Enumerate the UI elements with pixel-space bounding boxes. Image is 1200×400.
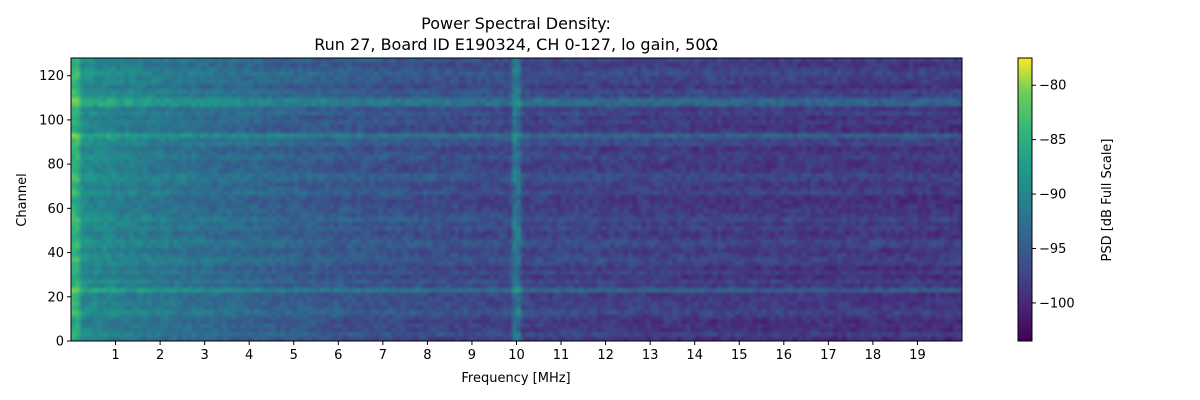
x-tick-label: 16 (776, 348, 793, 363)
x-tick-label: 3 (201, 348, 209, 363)
colorbar (1017, 57, 1033, 342)
y-tick-label: 40 (47, 246, 64, 261)
x-tick-label: 4 (245, 348, 253, 363)
x-tick-label: 6 (334, 348, 342, 363)
y-tick-label: 0 (56, 335, 64, 350)
y-tick-label: 100 (39, 113, 64, 128)
x-axis: 1 2 3 4 5 6 7 8 9 10 11 12 13 14 15 16 17 18 19 (111, 341, 926, 363)
x-tick-label: 9 (468, 348, 476, 363)
x-tick-label: 10 (508, 348, 525, 363)
y-tick-label: 20 (47, 290, 64, 305)
y-tick-label: 120 (39, 69, 64, 84)
x-tick-label: 15 (731, 348, 748, 363)
heatmap-image (71, 58, 962, 341)
heatmap-area (71, 58, 962, 341)
x-tick-label: 2 (156, 348, 164, 363)
x-tick-label: 7 (379, 348, 387, 363)
x-tick-label: 14 (686, 348, 703, 363)
y-tick-label: 80 (47, 158, 64, 173)
colorbar-tick-label: −80 (1039, 79, 1066, 94)
chart-title-line-2: Run 27, Board ID E190324, CH 0-127, lo g… (314, 35, 717, 54)
colorbar-tick-label: −85 (1039, 133, 1066, 148)
chart-title-line-1: Power Spectral Density: (421, 14, 611, 33)
x-tick-label: 11 (553, 348, 570, 363)
x-axis-label: Frequency [MHz] (461, 371, 570, 386)
y-axis-label: Channel (15, 173, 30, 226)
colorbar-tick-label: −90 (1039, 188, 1066, 203)
colorbar-tick-label: −100 (1039, 296, 1075, 311)
x-tick-label: 12 (597, 348, 614, 363)
y-tick-label: 60 (47, 202, 64, 217)
x-tick-label: 18 (865, 348, 882, 363)
colorbar-tick-label: −95 (1039, 242, 1066, 257)
colorbar-ticks: −80 −85 −90 −95 −100 (1032, 79, 1075, 311)
colorbar-label: PSD [dB Full Scale] (1100, 138, 1115, 261)
x-tick-label: 1 (111, 348, 119, 363)
x-tick-label: 13 (642, 348, 659, 363)
x-tick-label: 17 (820, 348, 837, 363)
x-tick-label: 8 (423, 348, 431, 363)
y-axis: 0 20 40 60 80 100 120 (39, 69, 71, 350)
x-tick-label: 19 (909, 348, 926, 363)
x-tick-label: 5 (290, 348, 298, 363)
